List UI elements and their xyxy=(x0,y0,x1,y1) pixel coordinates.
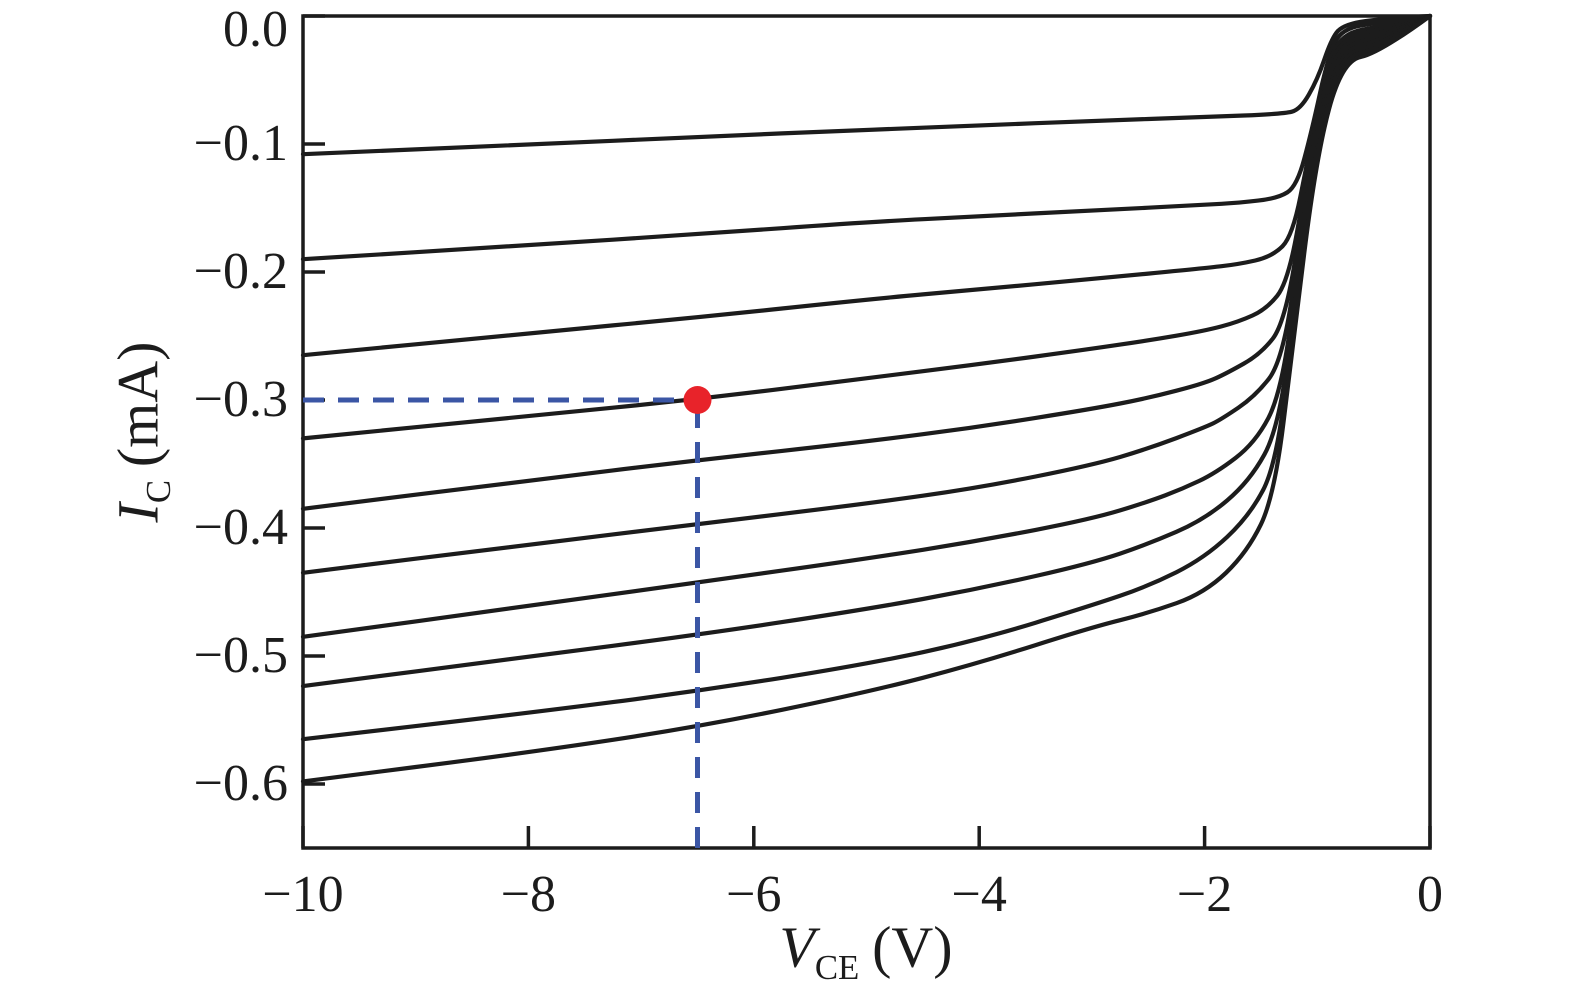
x-axis-symbol: V xyxy=(779,914,815,980)
y-tick-label: −0.2 xyxy=(193,243,288,300)
curve-7 xyxy=(300,13,1433,639)
curve-4 xyxy=(300,13,1433,441)
x-tick-label: −8 xyxy=(500,866,557,923)
curve-10 xyxy=(300,13,1433,784)
curve-1 xyxy=(300,13,1433,157)
y-tick-label: −0.6 xyxy=(193,755,288,812)
curve-2 xyxy=(300,13,1433,262)
x-tick-label: 0 xyxy=(1417,866,1443,923)
y-tick-label: −0.4 xyxy=(193,499,288,556)
y-tick-label: −0.1 xyxy=(193,115,288,172)
x-axis-title: VCE (V) xyxy=(779,914,953,985)
curve-5 xyxy=(300,13,1433,511)
x-axis-subscript: CE xyxy=(814,948,860,988)
x-tick-label: −4 xyxy=(951,866,1007,923)
x-tick-label: −2 xyxy=(1176,866,1233,923)
x-tick-label: −10 xyxy=(262,866,344,923)
y-tick-label: −0.5 xyxy=(193,627,288,684)
curve-3 xyxy=(300,13,1433,358)
y-tick-label: 0.0 xyxy=(223,1,288,58)
x-tick-label: −6 xyxy=(726,866,782,923)
operating-point-marker xyxy=(683,386,712,414)
y-tick-label: −0.3 xyxy=(193,371,288,428)
plot-border xyxy=(301,14,1432,850)
x-axis-unit: (V) xyxy=(872,914,953,980)
